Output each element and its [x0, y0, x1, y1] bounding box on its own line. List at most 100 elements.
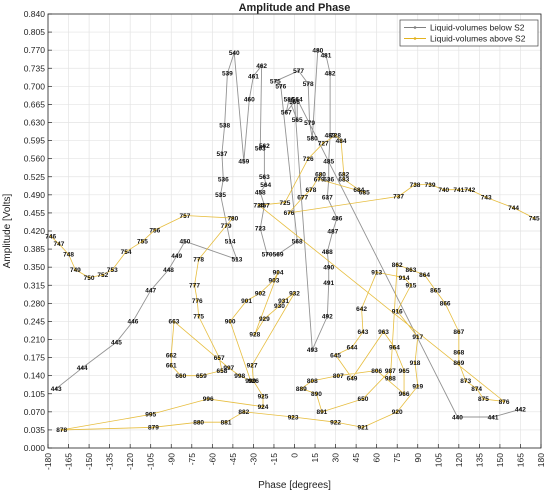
- data-point: [124, 250, 128, 253]
- y-tick-label: 0.385: [24, 244, 46, 254]
- data-point-label: 919: [412, 383, 423, 390]
- data-point-label: 660: [175, 373, 186, 380]
- x-axis-label: Phase [degrees]: [258, 480, 331, 491]
- x-tick-label: -120: [125, 453, 135, 470]
- data-point-label: 677: [297, 195, 308, 202]
- data-point-label: 636: [323, 177, 334, 184]
- data-point: [396, 263, 399, 266]
- x-tick-label: -165: [64, 453, 74, 470]
- data-point-label: 586: [284, 97, 295, 104]
- data-point: [219, 193, 222, 197]
- data-point: [49, 234, 52, 238]
- data-point-label: 775: [193, 314, 204, 321]
- point-labels: 443 444 445 446 447 448 449 450 513 514 535 536 537 5…: [45, 47, 540, 434]
- data-point: [306, 82, 310, 85]
- data-point: [416, 384, 419, 388]
- data-point-label: 931: [278, 298, 289, 305]
- data-point-label: 562: [259, 143, 270, 150]
- data-point-label: 747: [54, 241, 65, 248]
- data-point-label: 876: [499, 399, 510, 406]
- data-point: [272, 278, 276, 282]
- data-point: [402, 276, 406, 279]
- data-point: [196, 299, 199, 302]
- x-tick-label: -15: [269, 453, 279, 466]
- data-point-label: 727: [318, 140, 329, 147]
- data-point: [464, 379, 467, 383]
- data-point: [242, 410, 246, 414]
- data-point: [250, 364, 254, 367]
- data-point-label: 535: [215, 192, 226, 199]
- data-point-label: 749: [70, 267, 81, 274]
- data-point-label: 777: [189, 283, 200, 290]
- data-point: [300, 387, 303, 390]
- data-point-label: 932: [289, 290, 300, 297]
- data-point: [293, 100, 296, 104]
- data-point: [253, 333, 256, 336]
- data-point: [193, 284, 196, 287]
- data-point: [334, 353, 337, 357]
- data-point-label: 868: [453, 350, 464, 357]
- data-point: [389, 377, 392, 380]
- data-point-label: 748: [63, 252, 74, 259]
- data-point: [293, 291, 296, 295]
- y-tick-label: 0.070: [24, 407, 46, 417]
- data-point: [264, 183, 267, 186]
- y-tick-label: 0.455: [24, 208, 46, 218]
- data-point-label: 446: [127, 319, 138, 326]
- data-point: [235, 258, 239, 261]
- data-point-label: 564: [260, 182, 271, 189]
- data-point: [350, 377, 354, 380]
- x-tick-label: 180: [536, 453, 546, 467]
- data-point: [316, 48, 319, 52]
- data-point-label: 863: [405, 267, 416, 274]
- data-point: [152, 426, 155, 429]
- data-point-label: 923: [288, 414, 299, 421]
- y-tick-label: 0.175: [24, 353, 46, 363]
- series-layer: [49, 48, 536, 432]
- data-point: [55, 387, 58, 390]
- data-point: [324, 54, 328, 57]
- y-tick-label: 0.420: [24, 226, 46, 236]
- data-point: [334, 134, 337, 137]
- data-point-label: 963: [378, 329, 389, 336]
- data-point-label: 576: [275, 84, 286, 91]
- data-point-label: 746: [45, 233, 56, 240]
- data-point-label: 924: [258, 404, 269, 411]
- data-point-label: 440: [452, 414, 463, 421]
- data-point: [532, 216, 536, 220]
- data-point: [297, 69, 300, 73]
- data-point: [397, 195, 400, 198]
- data-point: [259, 227, 262, 230]
- data-point: [409, 284, 413, 287]
- data-point: [224, 420, 228, 424]
- data-point: [223, 123, 226, 127]
- data-point: [252, 74, 255, 78]
- y-tick-label: 0.595: [24, 136, 46, 146]
- data-point: [183, 240, 187, 243]
- data-point: [327, 178, 330, 181]
- data-point: [217, 356, 221, 359]
- data-point: [389, 369, 392, 372]
- data-point: [457, 330, 461, 333]
- x-tick-label: -150: [84, 453, 94, 470]
- data-point: [291, 415, 295, 419]
- data-point: [220, 152, 224, 155]
- data-point-label: 882: [238, 409, 249, 416]
- data-point: [393, 346, 396, 349]
- data-point-label: 567: [281, 109, 292, 116]
- data-point: [207, 397, 210, 401]
- data-point-label: 778: [193, 257, 204, 264]
- x-tick-label: -60: [207, 453, 217, 466]
- data-point-label: 752: [97, 272, 108, 279]
- data-point-label: 462: [256, 63, 267, 70]
- data-point-label: 481: [321, 53, 332, 60]
- data-point: [257, 203, 261, 207]
- y-axis-label: Amplitude [Volts]: [2, 194, 13, 269]
- data-point: [442, 188, 445, 191]
- series-line: [55, 49, 521, 418]
- data-point: [296, 240, 299, 243]
- data-point: [317, 178, 321, 181]
- data-point: [413, 183, 417, 186]
- data-point: [200, 374, 203, 377]
- data-point: [233, 51, 236, 54]
